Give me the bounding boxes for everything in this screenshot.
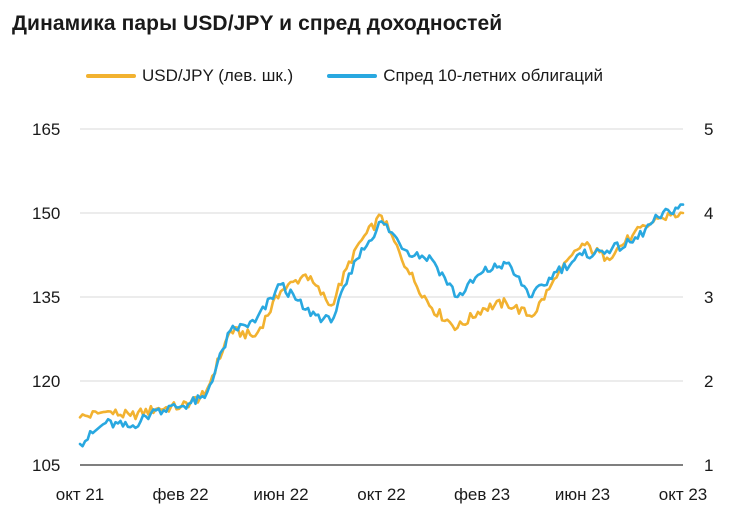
legend-item-spread: Спред 10-летних облигаций: [327, 66, 603, 86]
legend-swatch-spread: [327, 74, 378, 78]
right-tick-label: 5: [704, 120, 713, 139]
left-tick-label: 120: [32, 372, 60, 391]
right-tick-label: 2: [704, 372, 713, 391]
left-tick-label: 135: [32, 288, 60, 307]
series-line-usdjpy: [78, 211, 685, 421]
series-line-spread: [78, 203, 685, 448]
legend-swatch-usdjpy: [86, 74, 136, 78]
right-tick-label: 1: [704, 456, 713, 475]
x-tick-label: окт 23: [659, 485, 708, 504]
x-tick-label: окт 22: [357, 485, 406, 504]
x-tick-label: окт 21: [56, 485, 105, 504]
x-tick-label: фев 23: [454, 485, 510, 504]
legend-label-usdjpy: USD/JPY (лев. шк.): [142, 66, 294, 85]
left-tick-label: 105: [32, 456, 60, 475]
left-tick-label: 165: [32, 120, 60, 139]
legend: USD/JPY (лев. шк.) Спред 10-летних облиг…: [86, 66, 637, 86]
x-tick-label: июн 23: [555, 485, 610, 504]
legend-item-usdjpy: USD/JPY (лев. шк.): [86, 66, 293, 86]
right-tick-label: 3: [704, 288, 713, 307]
legend-label-spread: Спред 10-летних облигаций: [383, 66, 603, 85]
left-tick-label: 150: [32, 204, 60, 223]
x-tick-label: июн 22: [253, 485, 308, 504]
right-tick-label: 4: [704, 204, 713, 223]
chart-title: Динамика пары USD/JPY и спред доходносте…: [12, 12, 503, 35]
x-tick-label: фев 22: [152, 485, 208, 504]
